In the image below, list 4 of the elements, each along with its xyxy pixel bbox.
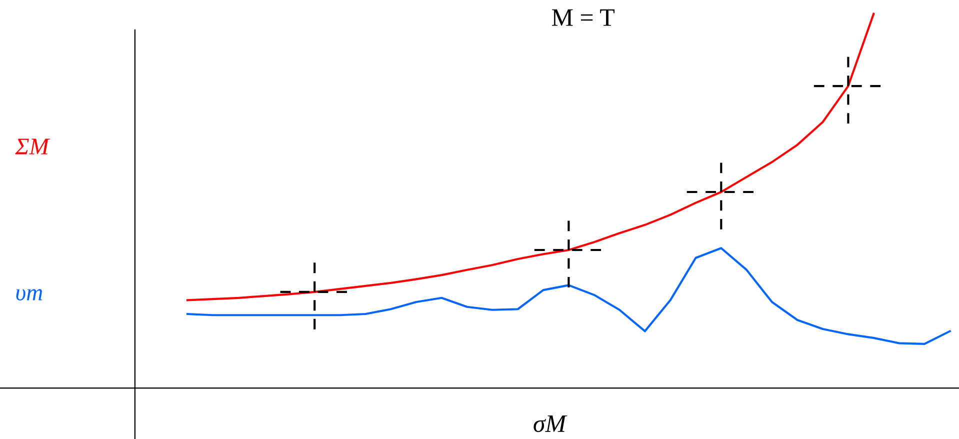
x-axis-title: σM xyxy=(534,415,568,432)
chart-title: M = T xyxy=(552,9,614,26)
text: υm xyxy=(16,289,42,300)
text: ΣM xyxy=(15,138,50,154)
